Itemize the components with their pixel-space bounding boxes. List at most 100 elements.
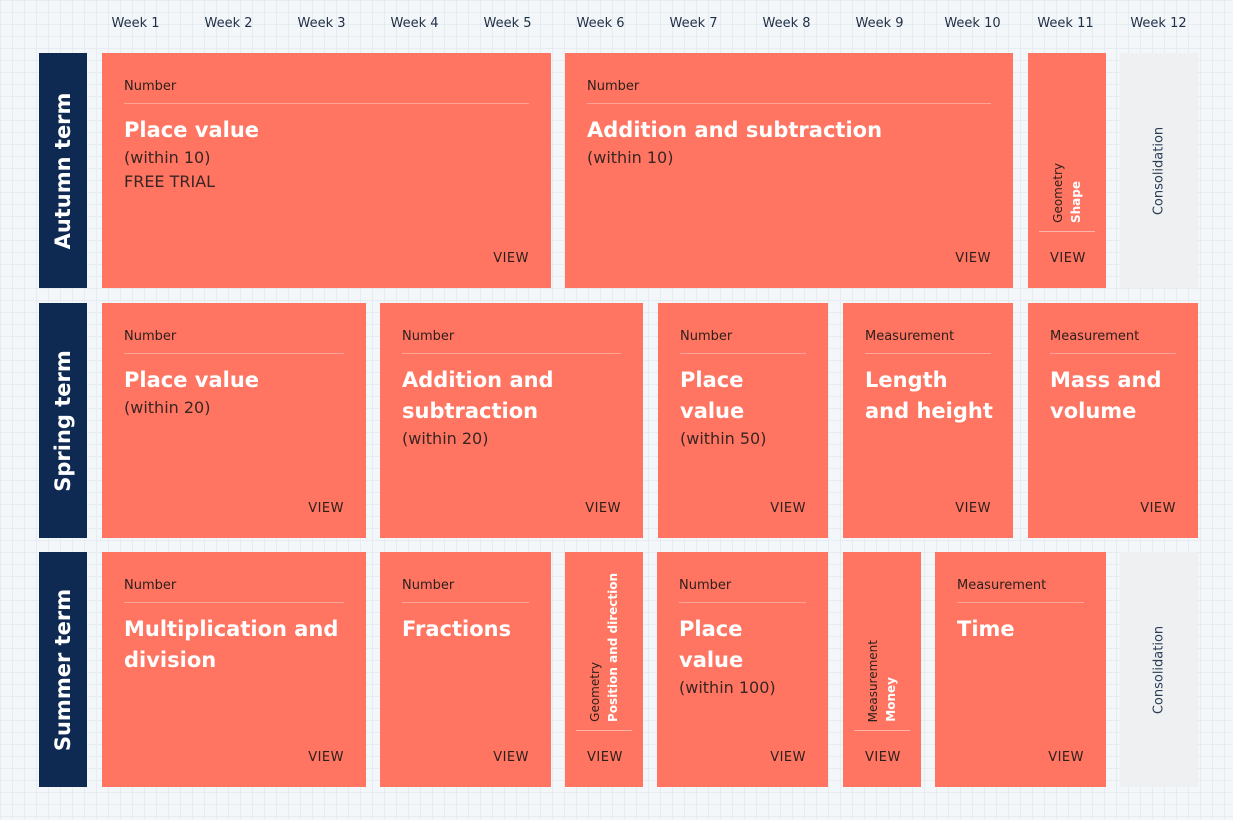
unit-category: Number [124,329,344,354]
view-link[interactable]: VIEW [493,750,529,765]
unit-card-summer-fractions[interactable]: Number Fractions VIEW [380,552,551,787]
unit-card-spring-mass-volume[interactable]: Measurement Mass and volume VIEW [1028,303,1198,538]
unit-card-spring-place-value-50[interactable]: Number Place value (within 50) VIEW [658,303,828,538]
unit-category: Measurement [865,329,991,354]
consolidation-label: Consolidation [1151,126,1167,215]
view-link[interactable]: VIEW [955,501,991,516]
unit-category: Number [124,79,529,104]
unit-card-summer-time[interactable]: Measurement Time VIEW [935,552,1106,787]
term-label-autumn: Autumn term [39,53,87,288]
view-link[interactable]: VIEW [1048,750,1084,765]
unit-category: Geometry [1051,163,1065,223]
view-link[interactable]: VIEW [1050,251,1086,266]
view-link[interactable]: VIEW [770,750,806,765]
unit-vertical-labels: Geometry Shape [1028,73,1106,232]
week-label: Week 10 [944,16,1001,31]
unit-title: Place value (within 100) [679,614,808,700]
unit-card-summer-position-direction[interactable]: Geometry Position and direction VIEW [565,552,643,787]
unit-card-summer-multiplication-division[interactable]: Number Multiplication and division VIEW [102,552,366,787]
week-label: Week 8 [762,16,811,31]
consolidation-label: Consolidation [1151,625,1167,714]
term-label-spring: Spring term [39,303,87,538]
week-label: Week 4 [390,16,439,31]
unit-category: Number [402,578,529,603]
week-label: Week 1 [111,16,160,31]
week-label: Week 2 [204,16,253,31]
unit-subtitle: (within 20) [124,398,211,417]
unit-title: Place value (within 10) FREE TRIAL [124,115,531,194]
unit-title-text: Addition and subtraction [402,368,554,423]
unit-title-text: Multiplication and division [124,617,339,672]
unit-title-text: Place value [680,368,745,423]
consolidation-block-autumn: Consolidation [1120,53,1198,288]
view-link[interactable]: VIEW [1140,501,1176,516]
unit-card-spring-place-value-20[interactable]: Number Place value (within 20) VIEW [102,303,366,538]
divider [576,730,632,731]
unit-category: Number [680,329,806,354]
unit-title: Mass and volume [1050,365,1178,427]
unit-card-autumn-addition-subtraction[interactable]: Number Addition and subtraction (within … [565,53,1013,288]
unit-title: Time [957,614,1086,645]
unit-title: Place value (within 20) [124,365,346,420]
week-label: Week 3 [297,16,346,31]
week-label: Week 5 [483,16,532,31]
unit-title: Money [884,677,898,722]
unit-title-text: Place value [124,368,260,392]
unit-card-autumn-place-value[interactable]: Number Place value (within 10) FREE TRIA… [102,53,551,288]
week-label: Week 11 [1037,16,1094,31]
unit-card-summer-place-value-100[interactable]: Number Place value (within 100) VIEW [657,552,828,787]
unit-title: Fractions [402,614,531,645]
week-label: Week 9 [855,16,904,31]
unit-subtitle: (within 100) [679,678,776,697]
unit-title-text: Place value [124,118,260,142]
unit-title-text: Fractions [402,617,512,641]
unit-category: Measurement [1050,329,1176,354]
unit-category: Geometry [588,662,602,722]
view-link[interactable]: VIEW [585,501,621,516]
view-link[interactable]: VIEW [587,750,623,765]
unit-subtitle: (within 50) [680,429,767,448]
divider [854,730,910,731]
unit-category: Number [587,79,991,104]
view-link[interactable]: VIEW [955,251,991,266]
unit-subtitle: (within 10) [124,148,211,167]
unit-title: Position and direction [606,572,620,722]
unit-card-autumn-shape[interactable]: Geometry Shape VIEW [1028,53,1106,288]
unit-category: Number [402,329,621,354]
term-label-text: Autumn term [51,92,75,249]
unit-category: Number [679,578,806,603]
unit-subtitle: (within 10) [587,148,674,167]
term-label-text: Spring term [51,349,75,492]
view-link[interactable]: VIEW [308,501,344,516]
unit-title-text: Length and height [865,368,993,423]
unit-vertical-labels: Measurement Money [843,572,921,731]
unit-card-summer-money[interactable]: Measurement Money VIEW [843,552,921,787]
view-link[interactable]: VIEW [308,750,344,765]
view-link[interactable]: VIEW [770,501,806,516]
unit-title-text: Mass and volume [1050,368,1162,423]
term-label-summer: Summer term [39,552,87,787]
unit-category: Number [124,578,344,603]
consolidation-block-summer: Consolidation [1120,552,1198,787]
unit-title: Addition and subtraction (within 20) [402,365,623,451]
unit-category: Measurement [866,639,880,722]
unit-title-text: Addition and subtraction [587,118,883,142]
unit-title: Multiplication and division [124,614,346,676]
unit-category: Measurement [957,578,1084,603]
unit-title-text: Place value [679,617,744,672]
unit-card-spring-addition-subtraction-20[interactable]: Number Addition and subtraction (within … [380,303,643,538]
week-label: Week 12 [1130,16,1187,31]
week-label: Week 7 [669,16,718,31]
unit-subtitle: (within 20) [402,429,489,448]
unit-card-spring-length-height[interactable]: Measurement Length and height VIEW [843,303,1013,538]
view-link[interactable]: VIEW [493,251,529,266]
unit-title: Length and height [865,365,993,427]
unit-title: Addition and subtraction (within 10) [587,115,993,170]
unit-title-text: Time [957,617,1015,641]
view-link[interactable]: VIEW [865,750,901,765]
divider [1039,231,1095,232]
term-label-text: Summer term [51,588,75,751]
unit-title: Place value (within 50) [680,365,808,451]
week-label: Week 6 [576,16,625,31]
unit-title: Shape [1069,180,1083,223]
